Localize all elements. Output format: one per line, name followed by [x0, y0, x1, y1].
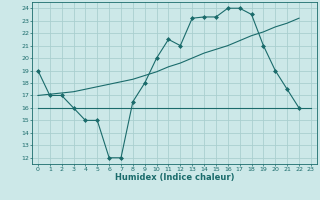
X-axis label: Humidex (Indice chaleur): Humidex (Indice chaleur)	[115, 173, 234, 182]
